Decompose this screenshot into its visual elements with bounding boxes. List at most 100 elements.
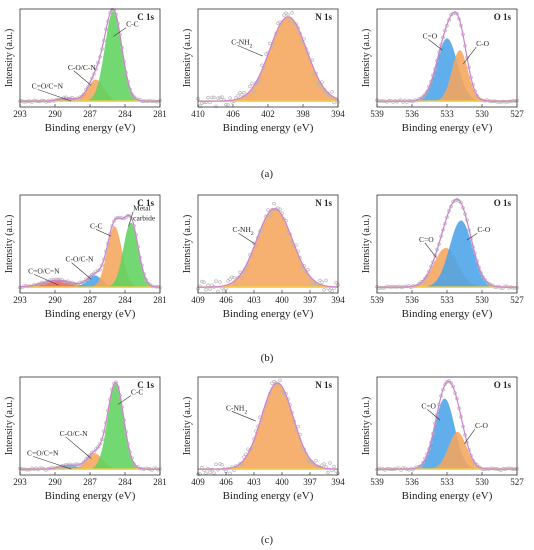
panel-title: N 1s — [315, 198, 332, 208]
raw-point — [306, 268, 310, 272]
panel-title: O 1s — [494, 198, 512, 208]
x-tick-label: 400 — [275, 295, 289, 305]
panel-a-N1s: 410 406 402 398 394 N 1s Binding energy (eV) In… — [182, 8, 345, 134]
x-tick-label: 397 — [303, 477, 317, 487]
annotation-label: C-C — [126, 20, 139, 29]
y-axis-label: Intensity (a.u.) — [182, 397, 193, 456]
raw-point — [250, 81, 254, 86]
x-tick-label: 293 — [13, 477, 27, 487]
panel-title: N 1s — [315, 380, 332, 390]
x-tick-label: 527 — [510, 477, 524, 487]
raw-point — [202, 280, 206, 284]
raw-point — [114, 380, 118, 384]
x-tick-label: 409 — [191, 295, 205, 305]
raw-point — [238, 90, 242, 95]
annotation-label: C-C — [131, 388, 144, 397]
x-tick-label: 284 — [118, 477, 132, 487]
raw-point — [320, 280, 324, 284]
raw-point — [324, 278, 328, 283]
peak-c-o — [377, 220, 517, 288]
peak-c-o-c-n — [20, 453, 160, 470]
raw-point — [334, 469, 338, 473]
raw-point — [316, 81, 320, 86]
envelope-line — [377, 198, 517, 288]
x-tick-label: 290 — [48, 477, 62, 487]
raw-point — [282, 13, 286, 17]
row-label-b: (b) — [261, 352, 274, 364]
envelope-line — [377, 380, 517, 470]
peak-c-o — [377, 38, 517, 102]
raw-point — [82, 460, 86, 464]
envelope-line — [20, 381, 160, 470]
annotation-leader — [428, 39, 443, 51]
annotation-label: C-NH2 — [233, 225, 254, 237]
annotation-leader — [238, 232, 256, 245]
panel-c-N1s: 409 406 403 400 397 394 N 1s Binding energy (eV… — [182, 376, 345, 502]
raw-point — [236, 275, 240, 280]
peak-c-nh2 — [198, 16, 338, 102]
panel-c-C1s: 293 290 287 284 281 C 1s Binding energy (eV) In… — [4, 376, 167, 502]
x-tick-label: 403 — [247, 295, 261, 305]
peak-c-o — [377, 431, 517, 470]
x-tick-label: 281 — [153, 295, 167, 305]
annotation-leader — [117, 395, 132, 405]
envelope-line — [198, 382, 339, 470]
panel-title: O 1s — [494, 12, 512, 22]
envelope-line — [20, 8, 160, 102]
raw-point — [278, 207, 282, 211]
raw-point — [483, 278, 487, 282]
x-tick-label: 281 — [153, 109, 167, 119]
raw-point — [234, 282, 238, 287]
annotation-leader — [37, 89, 72, 102]
x-tick-label: 293 — [13, 109, 27, 119]
peak-c-o — [377, 398, 517, 470]
x-axis-label: Binding energy (eV) — [402, 308, 493, 320]
annotation-leader — [424, 242, 437, 258]
raw-point — [218, 95, 222, 100]
x-tick-label: 530 — [475, 295, 489, 305]
raw-point — [226, 279, 230, 283]
raw-point — [330, 89, 334, 94]
raw-point — [244, 269, 248, 273]
y-axis-label: Intensity (a.u.) — [4, 397, 15, 456]
subscript: 2 — [244, 409, 247, 415]
plot-frame — [197, 376, 339, 476]
x-tick-label: 409 — [191, 477, 205, 487]
raw-point — [240, 276, 244, 280]
annotation-leader — [128, 211, 134, 227]
annotation-leader — [464, 428, 476, 444]
x-tick-label: 539 — [370, 477, 384, 487]
raw-point — [308, 460, 312, 464]
raw-point — [218, 280, 222, 284]
raw-point — [455, 12, 459, 16]
raw-point — [270, 381, 274, 386]
annotation-label: carbide — [133, 213, 156, 222]
x-tick-label: 284 — [118, 295, 132, 305]
raw-point — [258, 77, 262, 82]
x-tick-label: 403 — [247, 477, 261, 487]
raw-point — [216, 289, 220, 294]
x-axis-label: Binding energy (eV) — [223, 490, 314, 502]
raw-point — [228, 471, 232, 476]
peak-c-o — [377, 50, 517, 102]
x-tick-label: 527 — [510, 109, 524, 119]
raw-point — [314, 458, 318, 463]
subscript: 2 — [250, 43, 253, 49]
annotation-label: C=O/C=N — [28, 266, 60, 275]
raw-point — [240, 93, 244, 97]
raw-point — [419, 96, 423, 101]
peak-c-c — [20, 11, 160, 102]
annotation-leader — [237, 45, 263, 57]
x-axis-label: Binding energy (eV) — [402, 490, 493, 502]
x-axis-label: Binding energy (eV) — [45, 308, 136, 320]
x-tick-label: 410 — [191, 109, 205, 119]
raw-point — [220, 95, 224, 99]
raw-point — [128, 214, 132, 218]
x-tick-label: 400 — [275, 477, 289, 487]
raw-point — [306, 458, 310, 462]
raw-point — [272, 201, 276, 206]
raw-point — [228, 277, 232, 281]
raw-point — [216, 96, 220, 101]
annotation-leader — [32, 456, 72, 470]
x-tick-label: 293 — [13, 295, 27, 305]
